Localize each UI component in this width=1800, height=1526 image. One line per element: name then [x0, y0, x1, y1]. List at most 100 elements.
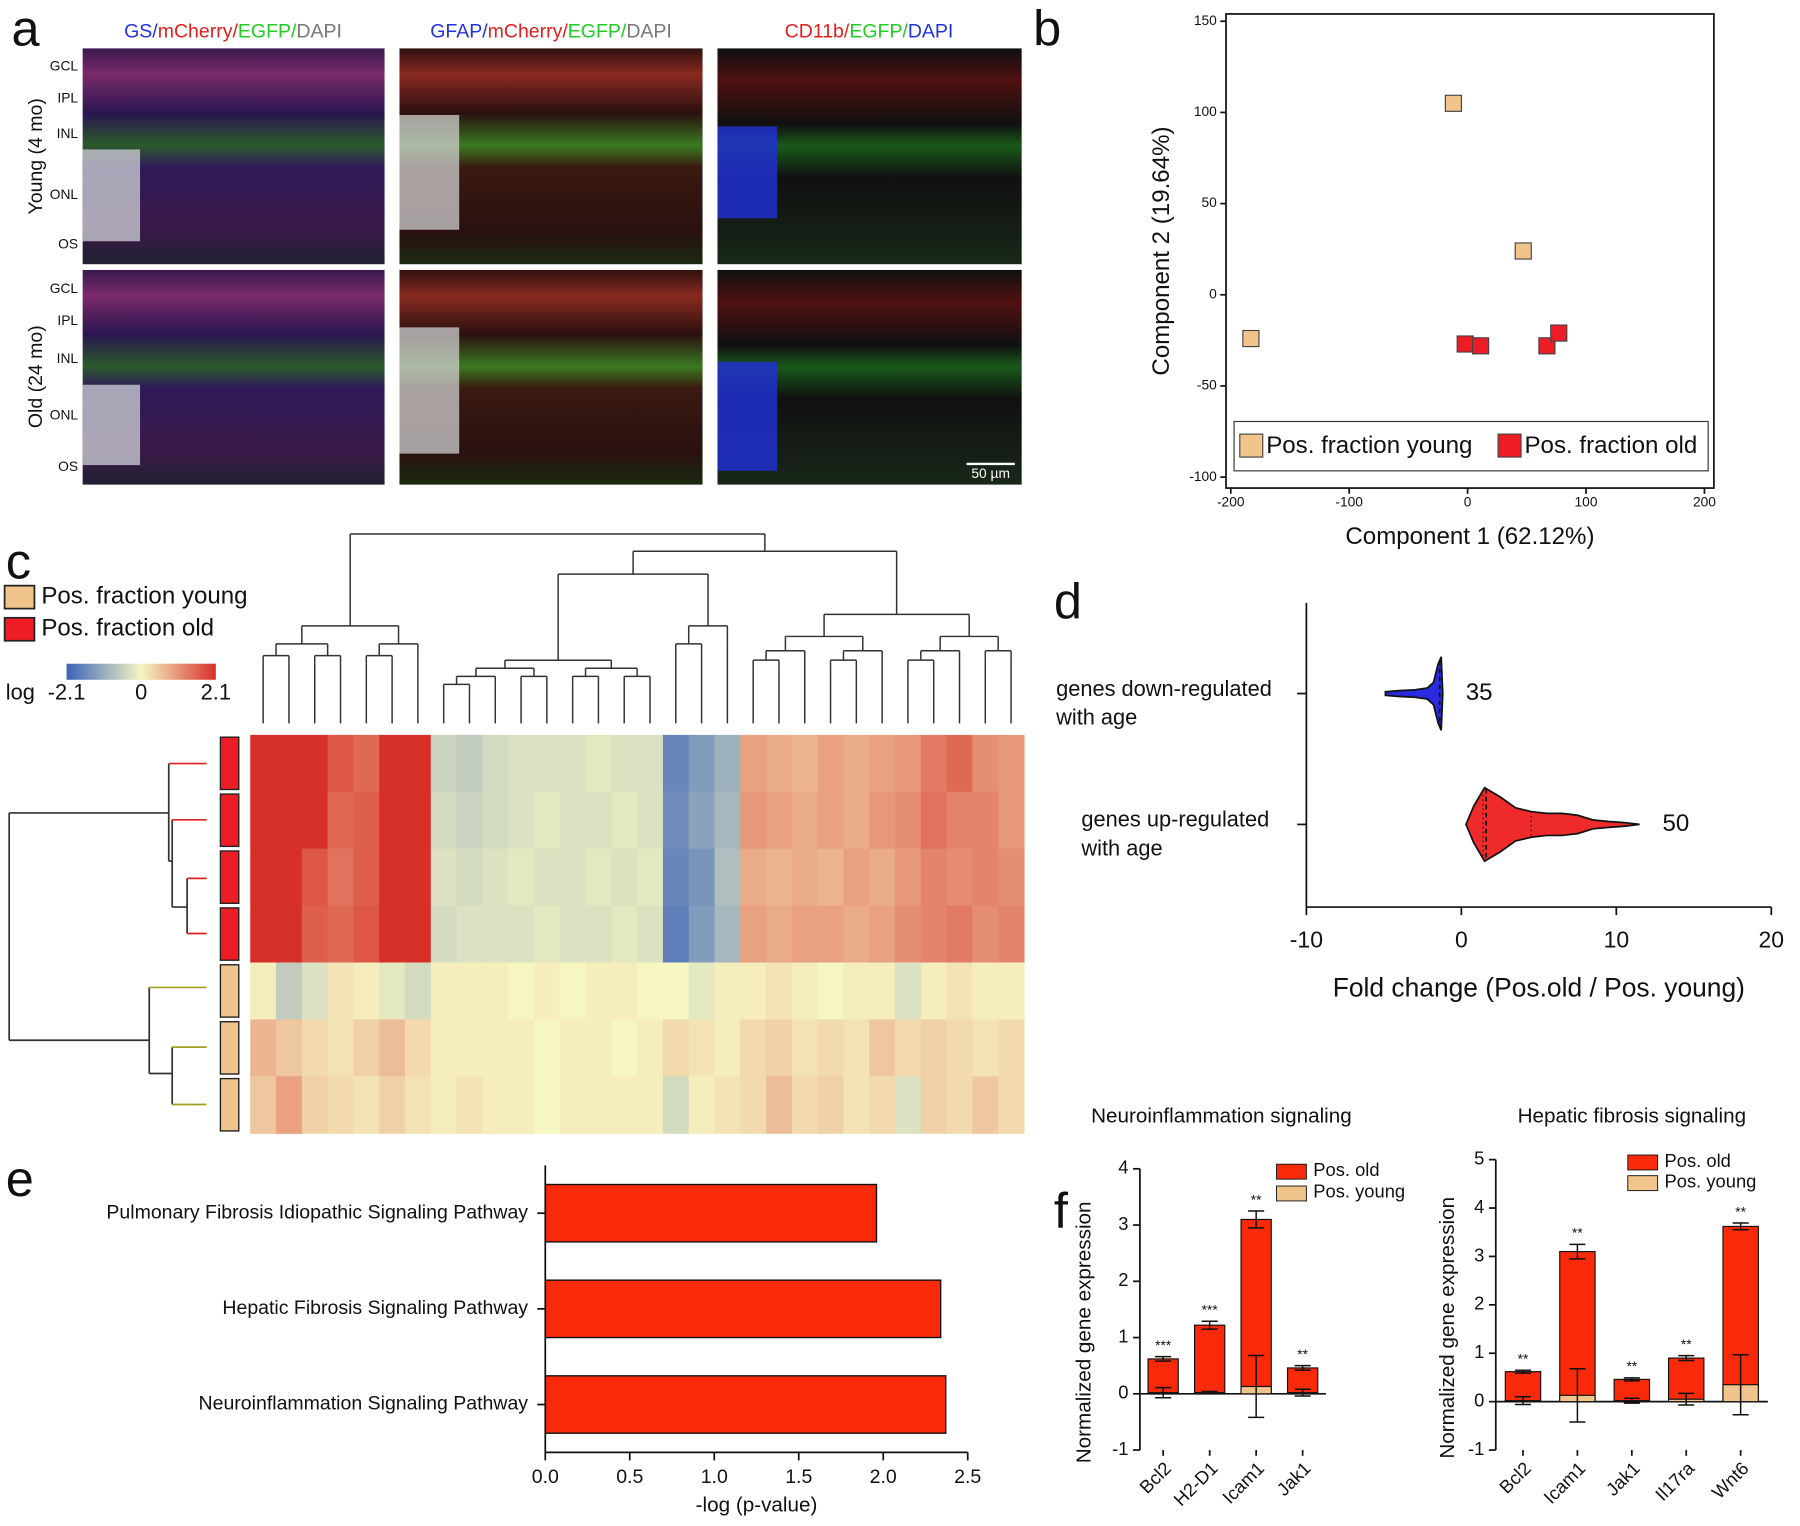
- heat-cell: [482, 791, 509, 850]
- heat-cell: [379, 1019, 406, 1077]
- heat-cell: [250, 1076, 277, 1134]
- legend-label: Pos. young: [1313, 1181, 1405, 1202]
- heat-cell: [740, 1076, 767, 1134]
- heat-cell: [998, 1019, 1025, 1077]
- title-part: EGFP/: [849, 20, 908, 42]
- heat-cell: [379, 1076, 406, 1134]
- x-axis-label: -log (p-value): [696, 1494, 818, 1517]
- heat-cell: [662, 791, 690, 850]
- legend-swatch: [1497, 433, 1522, 458]
- bar: [544, 1183, 878, 1243]
- heat-cell: [250, 848, 277, 907]
- heat-cell: [250, 1019, 277, 1077]
- heat-cell: [405, 905, 432, 964]
- heat-cell: [405, 962, 432, 1020]
- layer-label: INL: [57, 126, 79, 141]
- heat-cell: [843, 791, 870, 850]
- y-tick-label: 150: [1194, 13, 1217, 28]
- heat-cell: [946, 734, 973, 793]
- heat-cell: [895, 848, 922, 907]
- bar: [544, 1375, 947, 1434]
- heat-cell: [637, 905, 664, 964]
- heat-cell: [533, 1019, 561, 1077]
- title-part: GFAP/: [430, 20, 488, 42]
- row-group-box: [219, 850, 240, 904]
- marker: [1456, 335, 1474, 353]
- heat-cell: [869, 1076, 896, 1134]
- heat-cell: [611, 1076, 638, 1134]
- y-tick-label: 4: [1474, 1196, 1484, 1217]
- heat-cell: [843, 962, 870, 1020]
- error-bar: [1678, 1354, 1695, 1362]
- marker: [1242, 329, 1260, 348]
- y-axis-label: Normalized gene expression: [1072, 1201, 1095, 1463]
- heat-cell: [250, 962, 277, 1020]
- x-tick-label: Icam1: [1218, 1458, 1268, 1508]
- heat-cell: [998, 905, 1025, 964]
- y-tick-label: 50: [1202, 195, 1218, 210]
- x-tick-label: 100: [1575, 495, 1598, 510]
- y-tick-label: 4: [1118, 1157, 1128, 1178]
- y-tick-label: 1: [1118, 1325, 1128, 1346]
- heat-cell: [353, 1019, 380, 1077]
- heat-cell: [353, 734, 380, 793]
- row-dendrogram: [8, 762, 207, 1106]
- y-tick-label: 3: [1118, 1213, 1128, 1234]
- dapi-region: [399, 114, 460, 230]
- legend-label: Pos. fraction young: [1266, 432, 1472, 459]
- heat-cell: [817, 962, 845, 1020]
- significance: **: [1681, 1337, 1692, 1352]
- legend-label: Pos. fraction young: [41, 582, 247, 609]
- significance: ***: [1202, 1303, 1219, 1318]
- heat-cell: [533, 734, 561, 793]
- heat-cell: [740, 962, 767, 1020]
- heat-cell: [405, 848, 432, 907]
- y-tick-label: 2: [1474, 1293, 1484, 1314]
- y-axis-label: Normalized gene expression: [1436, 1197, 1459, 1459]
- heat-cell: [920, 734, 948, 793]
- heat-cell: [456, 734, 483, 793]
- panel-label: a: [11, 0, 40, 57]
- plot-frame: [1225, 13, 1715, 489]
- y-tick-label: -50: [1197, 378, 1217, 393]
- title-part: DAPI: [296, 20, 342, 42]
- legend-swatch: [1627, 1175, 1659, 1192]
- title-part: DAPI: [626, 20, 672, 42]
- heat-cell: [276, 791, 303, 850]
- heat-cell: [405, 791, 432, 850]
- heat-cell: [740, 1019, 767, 1077]
- y-tick-label: -1: [1468, 1438, 1484, 1459]
- column-title: GFAP/mCherry/EGFP/DAPI: [430, 20, 672, 42]
- x-tick-label: Bcl2: [1495, 1458, 1535, 1498]
- heat-cell: [301, 734, 329, 793]
- heat-cell: [327, 1019, 354, 1077]
- error-bar: [1569, 1243, 1586, 1260]
- heat-cell: [740, 848, 767, 907]
- heat-cell: [508, 1019, 535, 1077]
- error-bar: [1155, 1355, 1172, 1362]
- heat-cell: [766, 962, 793, 1020]
- heat-cell: [791, 791, 819, 850]
- heat-cell: [379, 848, 406, 907]
- layer-label: INL: [57, 351, 79, 366]
- heat-cell: [662, 1019, 690, 1077]
- heat-cell: [611, 1019, 638, 1077]
- heat-cell: [559, 1019, 587, 1077]
- heat-cell: [740, 791, 767, 850]
- y-tick-label: 2: [1118, 1269, 1128, 1290]
- heat-cell: [379, 734, 406, 793]
- title-part: EGFP/: [568, 20, 627, 42]
- violin: [1465, 786, 1640, 863]
- error-bar: [1623, 1377, 1640, 1382]
- heat-cell: [869, 791, 896, 850]
- heat-cell: [972, 734, 999, 793]
- heat-cell: [869, 962, 896, 1020]
- layer-label: IPL: [57, 313, 78, 328]
- heat-cell: [430, 734, 458, 793]
- heat-cell: [662, 734, 690, 793]
- error-bar: [1155, 1386, 1172, 1399]
- legend-label: Pos. young: [1665, 1170, 1757, 1191]
- row-group-box: [219, 907, 240, 961]
